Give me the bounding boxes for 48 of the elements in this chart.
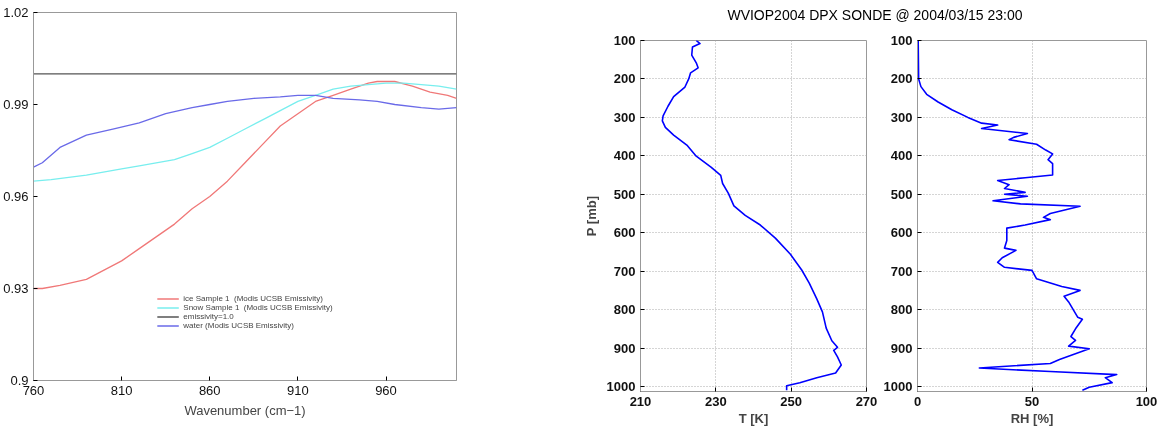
- y-tick-label: 1.02: [3, 5, 29, 20]
- line-series: [33, 82, 457, 182]
- y-tick-label: 500: [890, 186, 913, 202]
- legend-label: ice Sample 1 (Modis UCSB Emissivity): [183, 294, 323, 303]
- y-tick-label: 0.93: [3, 281, 29, 296]
- x-axis-title: Wavenumber (cm−1): [184, 402, 306, 418]
- line-series: [33, 94, 457, 168]
- y-tick-label: 100: [890, 33, 913, 48]
- y-tick-label: 900: [613, 340, 636, 356]
- legend-label: emissivity=1.0: [183, 312, 234, 321]
- x-tick-label: 810: [110, 382, 133, 398]
- x-axis-title: RH [%]: [1010, 410, 1054, 426]
- y-tick-label: 700: [613, 263, 636, 279]
- y-tick-label: 400: [613, 148, 636, 164]
- y-tick-label: 300: [890, 109, 913, 125]
- legend-label: water (Modis UCSB Emissivity): [183, 321, 294, 330]
- x-tick-label: 230: [704, 393, 727, 409]
- x-tick-label: 860: [198, 382, 221, 398]
- x-tick-label: 100: [1135, 393, 1158, 409]
- x-tick-label: 910: [287, 382, 309, 398]
- x-tick-label: 50: [1024, 393, 1040, 409]
- y-tick-label: 1000: [883, 379, 913, 394]
- y-tick-label: 200: [613, 71, 636, 87]
- x-axis-title: T [K]: [738, 410, 769, 426]
- y-tick-label: 1000: [606, 379, 636, 394]
- y-tick-label: 500: [613, 186, 636, 202]
- y-tick-label: 0.99: [3, 97, 29, 112]
- line-series: [661, 40, 843, 392]
- y-tick-label: 800: [613, 302, 636, 318]
- y-tick-label: 900: [890, 340, 913, 356]
- x-tick-label: 210: [629, 393, 652, 409]
- line-series: [917, 40, 1118, 392]
- x-tick-label: 270: [855, 393, 878, 409]
- y-tick-label: 600: [613, 225, 636, 241]
- x-tick-label: 250: [780, 393, 803, 409]
- y-tick-label: 0.96: [3, 189, 29, 204]
- x-tick-label: 0: [913, 393, 922, 409]
- legend-label: Snow Sample 1 (Modis UCSB Emissivity): [183, 303, 333, 312]
- y-tick-label: 700: [890, 263, 913, 279]
- y-tick-label: 200: [890, 71, 913, 87]
- y-tick-label: 400: [890, 148, 913, 164]
- y-axis-title: P [mb]: [583, 196, 599, 237]
- y-tick-label: 600: [890, 225, 913, 241]
- y-tick-label: 800: [890, 302, 913, 318]
- y-tick-label: 100: [613, 33, 636, 48]
- chart-title: WVIOP2004 DPX SONDE @ 2004/03/15 23:00: [727, 6, 1023, 25]
- y-tick-label: 300: [613, 109, 636, 125]
- x-tick-label: 960: [375, 382, 397, 398]
